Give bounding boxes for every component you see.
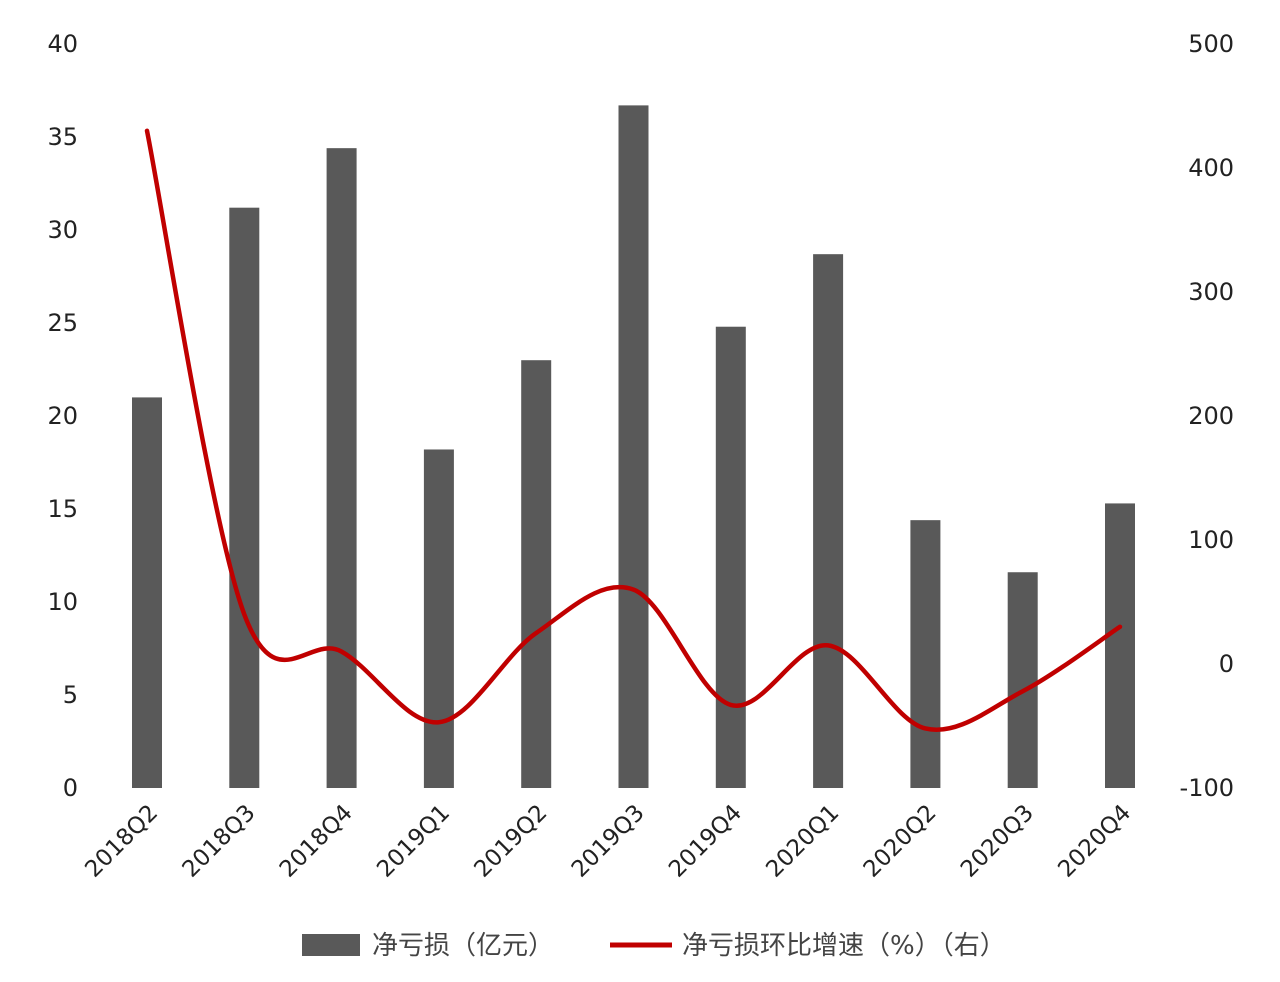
x-axis-ticks: 2018Q2 2018Q3 2018Q4 2019Q1 2019Q2 2019Q3 2019… xyxy=(80,800,1136,883)
right-axis-ticks: -100 0 100 200 300 400 500 xyxy=(1180,30,1234,802)
x-tick-label: 2018Q3 xyxy=(178,800,261,883)
legend-label-growth: 净亏损环比增速（%）（右） xyxy=(682,931,1006,961)
right-tick-label: 300 xyxy=(1188,278,1234,306)
x-tick-label: 2020Q3 xyxy=(956,800,1039,883)
legend-swatch-net-loss xyxy=(302,934,360,956)
bar xyxy=(910,520,941,788)
left-tick-label: 35 xyxy=(47,123,78,151)
bar xyxy=(715,326,746,788)
bar xyxy=(132,397,162,788)
x-tick-label: 2019Q1 xyxy=(372,800,455,883)
left-tick-label: 10 xyxy=(47,588,78,616)
growth-line xyxy=(144,128,1123,732)
right-tick-label: 200 xyxy=(1188,402,1234,430)
bar xyxy=(813,254,844,788)
x-tick-label: 2019Q2 xyxy=(470,800,553,883)
bar-series-net-loss xyxy=(132,105,1135,788)
left-tick-label: 20 xyxy=(47,402,78,430)
right-tick-label: 0 xyxy=(1219,650,1234,678)
x-tick-label: 2020Q1 xyxy=(761,800,844,883)
bar xyxy=(326,148,357,788)
bar xyxy=(521,360,552,788)
x-tick-label: 2020Q2 xyxy=(859,800,942,883)
left-tick-label: 0 xyxy=(63,774,78,802)
bar xyxy=(423,449,454,788)
bar xyxy=(229,207,260,788)
x-tick-label: 2020Q4 xyxy=(1053,800,1136,883)
right-tick-label: 500 xyxy=(1188,30,1234,58)
left-tick-label: 5 xyxy=(63,681,78,709)
legend-label-net-loss: 净亏损（亿元） xyxy=(372,931,554,961)
right-tick-label: 400 xyxy=(1188,154,1234,182)
left-tick-label: 15 xyxy=(47,495,78,523)
x-tick-label: 2019Q3 xyxy=(567,800,650,883)
bar xyxy=(618,105,649,788)
right-tick-label: 100 xyxy=(1188,526,1234,554)
bar xyxy=(1105,503,1135,788)
right-tick-label: -100 xyxy=(1180,774,1234,802)
bar xyxy=(1007,572,1038,788)
left-tick-label: 30 xyxy=(47,216,78,244)
left-axis-ticks: 0 5 10 15 20 25 30 35 40 xyxy=(47,30,78,802)
x-tick-label: 2019Q4 xyxy=(664,800,747,883)
left-tick-label: 40 xyxy=(47,30,78,58)
left-tick-label: 25 xyxy=(47,309,78,337)
legend: 净亏损（亿元） 净亏损环比增速（%）（右） xyxy=(302,931,1006,961)
x-tick-label: 2018Q4 xyxy=(275,800,358,883)
x-tick-label: 2018Q2 xyxy=(80,800,163,883)
line-series-growth xyxy=(144,128,1123,732)
